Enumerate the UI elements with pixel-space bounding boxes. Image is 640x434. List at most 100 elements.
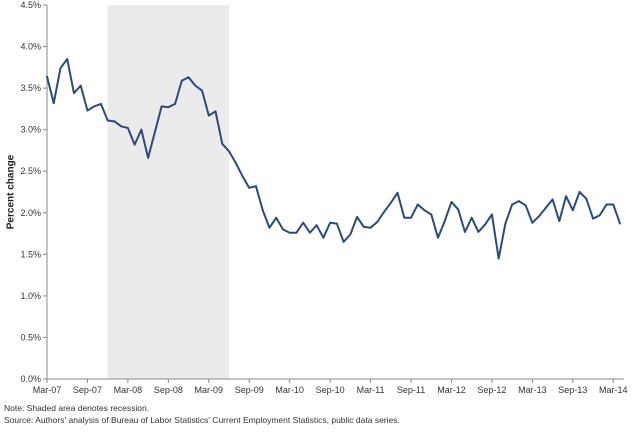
data-point <box>201 89 203 92</box>
y-tick-label: 4.5% <box>20 0 41 10</box>
data-point <box>288 231 291 234</box>
data-point <box>592 217 594 220</box>
data-point <box>120 125 123 128</box>
x-tick-label: Mar-11 <box>357 385 385 395</box>
data-point <box>329 221 332 224</box>
data-point <box>497 257 500 260</box>
x-tick-label: Sep-11 <box>397 385 425 395</box>
data-point <box>538 215 541 218</box>
data-point <box>147 157 150 159</box>
y-tick-label: 0.0% <box>20 374 41 384</box>
data-point <box>423 209 426 212</box>
data-point <box>450 201 453 203</box>
y-tick-label: 1.5% <box>20 249 41 259</box>
data-point <box>396 191 399 194</box>
data-point <box>571 209 574 212</box>
data-point <box>160 105 163 108</box>
data-point <box>598 214 601 217</box>
data-point <box>342 240 345 243</box>
data-point <box>282 228 284 231</box>
y-tick-label: 2.0% <box>20 208 41 218</box>
data-point <box>93 105 96 108</box>
x-tick-label: Sep-10 <box>316 385 345 395</box>
source-text: Source: Authors' analysis of Bureau of L… <box>4 415 400 425</box>
data-point <box>544 206 547 209</box>
x-tick-label: Mar-14 <box>599 385 628 395</box>
data-point <box>362 226 365 228</box>
note-text: Note: Shaded area denotes recession. <box>4 403 150 413</box>
data-point <box>585 197 588 200</box>
data-point <box>275 216 278 219</box>
data-point <box>46 75 48 78</box>
y-tick-label: 0.5% <box>20 332 41 342</box>
chart-notes: Note: Shaded area denotes recession. Sou… <box>4 402 400 426</box>
y-tick-label: 1.0% <box>20 291 41 301</box>
data-point <box>140 128 143 131</box>
data-point <box>309 231 311 234</box>
data-point <box>437 236 439 239</box>
data-point <box>565 195 567 198</box>
data-point <box>416 203 419 206</box>
data-point <box>214 110 217 113</box>
data-point <box>234 162 237 164</box>
data-point <box>376 221 379 223</box>
data-point <box>79 84 82 87</box>
data-point <box>302 221 305 224</box>
data-point <box>180 79 183 82</box>
data-points <box>46 58 621 260</box>
data-point <box>100 103 102 105</box>
data-point <box>187 76 190 79</box>
data-point <box>605 203 608 206</box>
x-tick-label: Sep-13 <box>558 385 587 395</box>
data-point <box>477 230 480 233</box>
x-tick-label: Sep-07 <box>73 385 102 395</box>
data-point <box>619 222 621 225</box>
data-point <box>511 203 514 206</box>
data-point <box>389 201 392 204</box>
data-point <box>464 230 466 233</box>
x-tick-label: Mar-12 <box>437 385 466 395</box>
y-tick-label: 4.0% <box>20 42 41 52</box>
data-point <box>457 208 460 211</box>
x-tick-label: Sep-09 <box>235 385 264 395</box>
data-point <box>369 226 372 229</box>
data-point <box>491 213 493 216</box>
data-point <box>59 67 62 70</box>
data-point <box>113 120 116 123</box>
data-point <box>66 58 69 60</box>
data-point <box>248 186 251 189</box>
data-point <box>612 203 615 206</box>
data-point <box>356 216 358 218</box>
y-tick-label: 2.5% <box>20 166 41 176</box>
data-point <box>335 222 338 225</box>
data-point <box>86 109 89 112</box>
y-tick-label: 3.0% <box>20 125 41 135</box>
y-axis-label: Percent change <box>6 154 17 229</box>
recession-shading <box>107 5 230 379</box>
data-point <box>531 221 534 224</box>
x-tick-label: Sep-12 <box>477 385 506 395</box>
x-tick-label: Sep-08 <box>154 385 183 395</box>
data-point <box>255 185 257 188</box>
data-point <box>228 150 230 153</box>
data-point <box>551 198 554 201</box>
y-tick-label: 3.5% <box>20 83 41 93</box>
y-axis-ticks: 0.0% 0.5% 1.0% 1.5% 2.0% 2.5% 3.0% 3.5% 4.0% 4.5% <box>20 0 47 384</box>
x-tick-label: Mar-09 <box>195 385 224 395</box>
x-axis-ticks: Mar-07 Sep-07 Mar-08 Sep-08 Mar-09 Sep-09 Mar-… <box>33 379 628 395</box>
data-point <box>349 233 352 236</box>
x-tick-label: Mar-08 <box>114 385 143 395</box>
data-point <box>221 142 224 145</box>
data-point <box>383 211 385 213</box>
data-point <box>174 103 176 105</box>
data-point <box>207 114 210 117</box>
data-point <box>524 204 527 207</box>
data-point <box>517 200 520 203</box>
data-point <box>295 231 298 234</box>
data-point <box>403 216 406 219</box>
data-point <box>261 209 264 212</box>
data-point <box>241 175 244 178</box>
data-point <box>443 220 446 222</box>
data-point <box>133 143 136 146</box>
